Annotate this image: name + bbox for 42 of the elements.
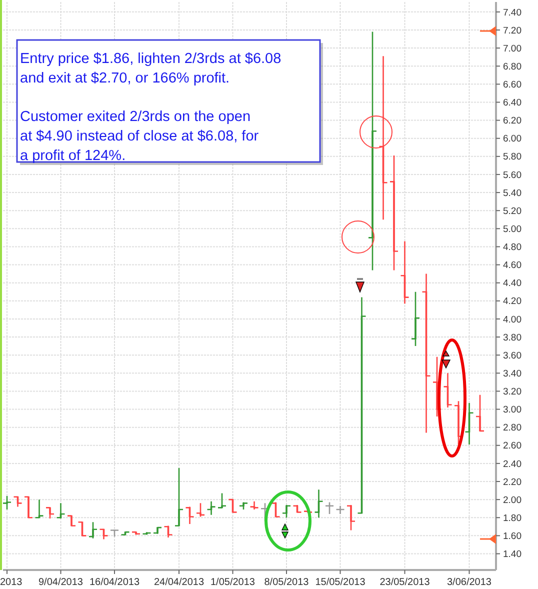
y-tick-label: 3.80 xyxy=(503,332,522,344)
y-tick-label: 2.40 xyxy=(503,458,522,470)
y-tick-label: 5.20 xyxy=(503,206,522,217)
y-tick-label: 3.00 xyxy=(503,404,522,416)
y-tick-label: 5.80 xyxy=(503,152,522,163)
y-tick-label: 6.80 xyxy=(503,61,522,72)
y-tick-label: 4.00 xyxy=(503,314,522,326)
y-tick-label: 3.60 xyxy=(503,350,522,362)
x-tick-label: 3/06/2013 xyxy=(447,577,492,588)
y-tick-label: 4.40 xyxy=(503,278,522,290)
y-tick-label: 3.20 xyxy=(503,386,522,398)
y-tick-label: 1.80 xyxy=(503,512,522,524)
annotation: Customer exited 2/3rds on the open at $4.90 instead of close at $6.08, for a profit of 124%. xyxy=(20,109,259,164)
y-tick-label: 7.00 xyxy=(503,43,522,54)
y-tick-label: 4.60 xyxy=(503,260,522,272)
annotation: Entry price $1.86, lighten 2/3rds at $6.08 and exit at $2.70, or 166% profit. xyxy=(20,51,282,87)
y-tick-label: 1.60 xyxy=(503,531,522,542)
x-tick-label: 15/05/2013 xyxy=(315,577,366,588)
y-tick-label: 2.80 xyxy=(503,422,522,434)
x-tick-label: 24/04/2013 xyxy=(154,577,204,588)
y-tick-label: 2.20 xyxy=(503,476,522,488)
y-tick-label: 6.20 xyxy=(503,116,522,127)
y-tick-label: 5.40 xyxy=(503,188,522,199)
y-tick-label: 5.00 xyxy=(503,224,522,235)
y-tick-label: 2.60 xyxy=(503,440,522,452)
y-tick-label: 2.00 xyxy=(503,494,522,506)
x-tick-label: 1/05/2013 xyxy=(210,577,256,588)
x-tick-label: 2013 xyxy=(0,577,23,588)
x-tick-label: 9/04/2013 xyxy=(38,577,84,588)
y-tick-label: 3.40 xyxy=(503,368,522,380)
y-tick-label: 4.20 xyxy=(503,296,522,308)
y-tick-label: 1.40 xyxy=(503,549,522,560)
y-tick-label: 6.00 xyxy=(503,134,522,145)
x-tick-label: 23/05/2013 xyxy=(380,577,430,588)
y-tick-label: 7.20 xyxy=(503,25,522,36)
x-tick-label: 16/04/2013 xyxy=(89,577,140,588)
y-tick-label: 5.60 xyxy=(503,170,522,181)
y-tick-label: 6.60 xyxy=(503,80,522,90)
y-tick-label: 6.40 xyxy=(503,98,522,109)
y-tick-label: 7.40 xyxy=(503,7,522,18)
x-tick-label: 8/05/2013 xyxy=(264,577,310,588)
y-tick-label: 4.80 xyxy=(503,242,522,254)
